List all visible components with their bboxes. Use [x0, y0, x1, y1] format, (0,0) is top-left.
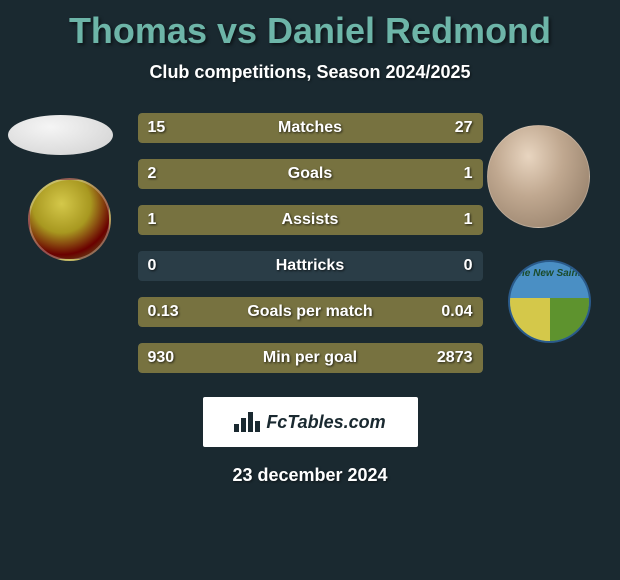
stat-right-value: 1	[464, 165, 473, 183]
bars-list: Matches1527Goals21Assists11Hattricks00Go…	[138, 113, 483, 389]
page-subtitle: Club competitions, Season 2024/2025	[0, 62, 620, 83]
stat-right-value: 0.04	[441, 303, 472, 321]
stat-left-value: 15	[148, 119, 166, 137]
fctables-label: FcTables.com	[266, 412, 385, 433]
stat-left-value: 1	[148, 211, 157, 229]
stat-left-value: 2	[148, 165, 157, 183]
page-title: Thomas vs Daniel Redmond	[0, 10, 620, 52]
date-label: 23 december 2024	[0, 465, 620, 486]
comparison-bars: Matches1527Goals21Assists11Hattricks00Go…	[0, 113, 620, 389]
stat-bar-row: Hattricks0 0	[138, 251, 483, 281]
fctables-watermark: FcTables.com	[203, 397, 418, 447]
stat-label: Goals per match	[138, 303, 483, 321]
stat-left-value: 0	[148, 257, 157, 275]
stat-bar-row: Matches15 27	[138, 113, 483, 143]
stat-label: Matches	[138, 119, 483, 137]
stat-left-value: 0.13	[148, 303, 179, 321]
stat-bar-row: Assists1 1	[138, 205, 483, 235]
stat-right-value: 27	[455, 119, 473, 137]
stat-label: Min per goal	[138, 349, 483, 367]
stat-right-value: 2873	[437, 349, 473, 367]
chart-bars-icon	[234, 412, 260, 432]
stat-label: Assists	[138, 211, 483, 229]
stat-label: Goals	[138, 165, 483, 183]
stat-right-value: 0	[464, 257, 473, 275]
stat-left-value: 930	[148, 349, 175, 367]
stat-bar-row: Goals2 1	[138, 159, 483, 189]
stat-bar-row: Goals per match0.13 0.04	[138, 297, 483, 327]
stat-right-value: 1	[464, 211, 473, 229]
infographic-container: Thomas vs Daniel Redmond Club competitio…	[0, 0, 620, 496]
stat-label: Hattricks	[138, 257, 483, 275]
crest-label: The New Saints	[510, 268, 589, 279]
stat-bar-row: Min per goal930 2873	[138, 343, 483, 373]
